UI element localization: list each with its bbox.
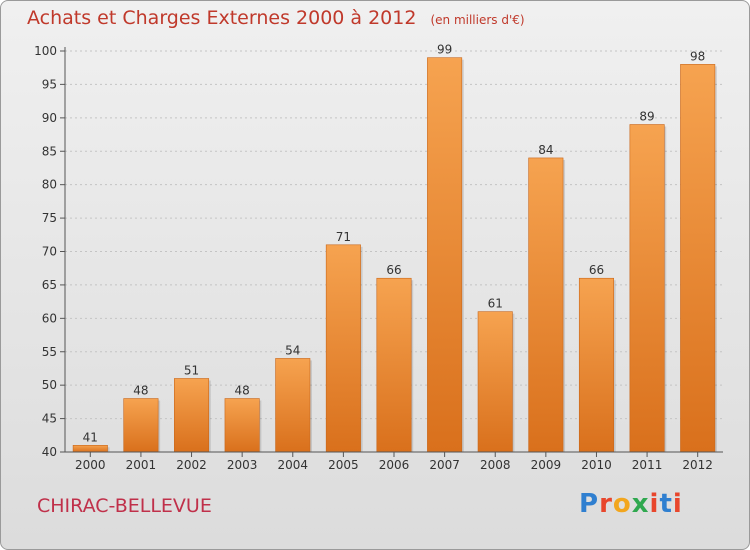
bar <box>325 244 361 453</box>
bar <box>376 277 412 453</box>
x-tick-label: 2008 <box>480 458 511 472</box>
bars: 41 48 51 48 54 71 66 99 61 84 66 89 98 <box>72 43 717 453</box>
bar <box>477 311 513 453</box>
bar-value-label: 51 <box>184 363 199 377</box>
bar <box>123 398 159 453</box>
bar-group: 66 <box>578 263 616 453</box>
chart-title-text: Achats et Charges Externes 2000 à 2012 <box>27 7 417 29</box>
bar-group: 98 <box>680 49 717 453</box>
bar <box>427 57 463 453</box>
y-tick-label: 55 <box>42 345 57 359</box>
bar <box>72 445 108 453</box>
bar <box>680 64 716 453</box>
bar-value-label: 61 <box>488 297 503 311</box>
y-tick-label: 95 <box>42 77 57 91</box>
x-tick-label: 2010 <box>581 458 612 472</box>
x-tick-label: 2000 <box>75 458 106 472</box>
bar-value-label: 89 <box>639 110 654 124</box>
x-tick-label: 2011 <box>632 458 663 472</box>
x-tick-label: 2001 <box>126 458 157 472</box>
bar-value-label: 66 <box>589 263 604 277</box>
y-tick-label: 70 <box>42 245 57 259</box>
x-tick-label: 2003 <box>227 458 258 472</box>
x-tick-label: 2002 <box>176 458 207 472</box>
bar <box>629 124 665 453</box>
logo-letter: P <box>579 489 600 519</box>
bar <box>578 277 614 453</box>
commune-name: CHIRAC-BELLEVUE <box>37 495 212 517</box>
y-tick-label: 40 <box>42 445 57 459</box>
bar <box>528 157 564 453</box>
bar-group: 54 <box>275 343 312 453</box>
bar-value-label: 71 <box>336 230 351 244</box>
bar-group: 48 <box>224 384 262 453</box>
bar-group: 61 <box>477 297 515 453</box>
bar-group: 71 <box>325 230 363 453</box>
chart-title: Achats et Charges Externes 2000 à 2012 (e… <box>27 7 525 29</box>
chart-unit-text: (en milliers d'€) <box>430 13 525 27</box>
x-tick-label: 2005 <box>328 458 359 472</box>
logo-letter: x <box>631 489 650 519</box>
bar-value-label: 84 <box>538 143 553 157</box>
y-tick-label: 75 <box>42 211 57 225</box>
bar <box>224 398 260 453</box>
proxiti-logo: Proxiti <box>579 489 683 519</box>
y-tick-label: 80 <box>42 178 57 192</box>
x-tick-label: 2004 <box>277 458 308 472</box>
y-tick-label: 90 <box>42 111 57 125</box>
x-tick-label: 2006 <box>379 458 410 472</box>
y-tick-label: 65 <box>42 278 57 292</box>
logo-letter: i <box>672 489 683 519</box>
logo-letter: i <box>649 489 660 519</box>
bar-group: 84 <box>528 143 566 453</box>
bar-value-label: 48 <box>133 384 148 398</box>
bar-group: 99 <box>427 43 464 453</box>
bar-group: 89 <box>629 110 667 453</box>
axes: 40 45 50 55 60 65 70 75 80 85 90 95 100 2000 2001 2002 2… <box>34 44 723 472</box>
logo-letter: o <box>612 489 632 519</box>
y-tick-label: 60 <box>42 311 57 325</box>
bar-value-label: 98 <box>690 49 705 63</box>
x-tick-label: 2009 <box>531 458 562 472</box>
bar-group: 66 <box>376 263 414 453</box>
bar-value-label: 48 <box>235 384 250 398</box>
bar <box>174 378 210 453</box>
logo-letter: r <box>599 489 613 519</box>
y-tick-label: 45 <box>42 412 57 426</box>
logo-letter: t <box>659 489 673 519</box>
bar-value-label: 66 <box>386 263 401 277</box>
bar-group: 48 <box>123 384 161 453</box>
y-tick-label: 50 <box>42 378 57 392</box>
y-tick-label: 85 <box>42 144 57 158</box>
x-tick-label: 2012 <box>682 458 713 472</box>
bar-group: 41 <box>72 430 110 453</box>
bar-value-label: 54 <box>285 343 300 357</box>
bar-value-label: 99 <box>437 43 452 57</box>
bar-group: 51 <box>174 363 211 453</box>
x-tick-label: 2007 <box>429 458 460 472</box>
y-tick-label: 100 <box>34 44 57 58</box>
bar <box>275 358 311 453</box>
bar-value-label: 41 <box>83 430 98 444</box>
